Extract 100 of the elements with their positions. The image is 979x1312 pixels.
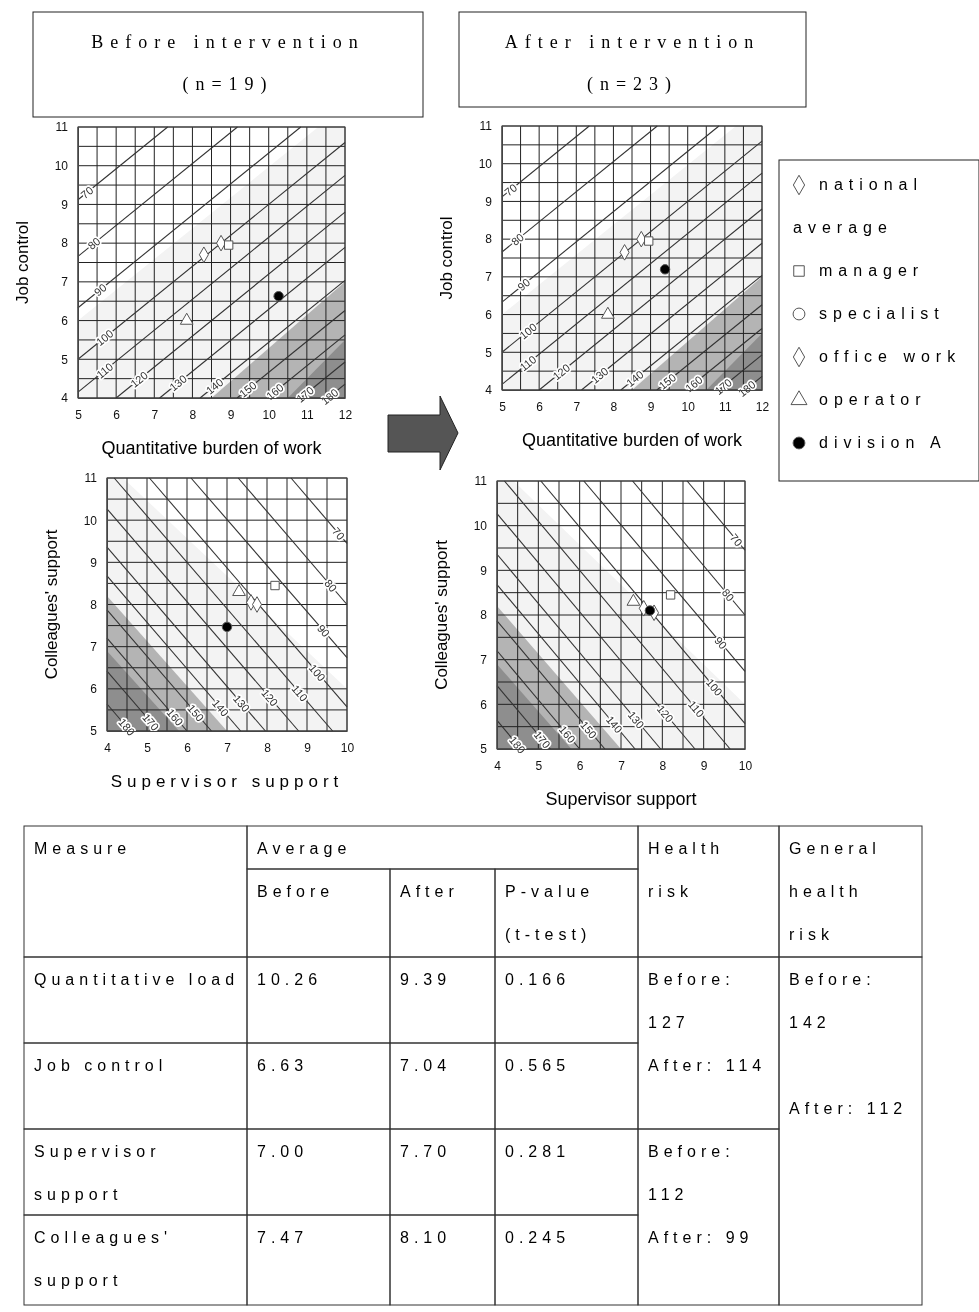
y-axis-title: Colleagues' support xyxy=(432,539,451,690)
text: 130 xyxy=(231,692,253,715)
text: 10.26 xyxy=(257,971,323,988)
x-tick-label: 9 xyxy=(304,740,312,755)
legend-label: division A xyxy=(819,434,947,451)
y-tick-label: 11 xyxy=(55,120,69,135)
x-tick-label: 11 xyxy=(719,399,732,414)
y-tick-label: 11 xyxy=(479,119,493,134)
chart-subtitle: (n=19) xyxy=(182,74,274,95)
point xyxy=(665,590,676,600)
point xyxy=(644,236,654,246)
text: 100 xyxy=(93,327,116,349)
x-tick-label: 10 xyxy=(340,740,355,755)
text: 150 xyxy=(185,701,207,724)
legend-title: Average xyxy=(257,840,352,857)
text: Before: 127 xyxy=(648,971,735,1031)
point xyxy=(659,264,671,275)
point xyxy=(601,306,615,319)
category-label: Quantitative load xyxy=(34,971,240,988)
text: After: 114 xyxy=(648,1057,767,1074)
y-tick-label: 9 xyxy=(61,197,69,212)
text: 170 xyxy=(531,728,553,751)
text: Measure xyxy=(34,840,132,857)
chart-subtitle: (n=23) xyxy=(586,74,679,95)
text: 120 xyxy=(259,686,281,709)
text: After: 99 xyxy=(648,1229,754,1246)
x-axis-title: Quantitative burden of work xyxy=(101,438,323,458)
y-tick-label: 8 xyxy=(480,608,488,623)
x-tick-label: 10 xyxy=(262,407,277,422)
text: 7.00 xyxy=(257,1143,309,1160)
x-axis-title: Supervisor support xyxy=(545,789,697,809)
text: 140 xyxy=(203,375,226,397)
text: 9.39 xyxy=(400,971,452,988)
text: 150 xyxy=(578,718,600,741)
text: General health risk xyxy=(789,840,881,943)
text: 120 xyxy=(654,702,676,725)
y-tick-label: 9 xyxy=(480,563,488,578)
y-axis-title: Job control xyxy=(13,220,32,305)
x-tick-label: 8 xyxy=(264,740,272,755)
category-label: Job control xyxy=(34,1057,168,1074)
text: 90 xyxy=(315,622,333,640)
text: 120 xyxy=(550,361,573,383)
y-tick-label: 8 xyxy=(61,236,69,251)
y-tick-label: 5 xyxy=(485,345,493,360)
text: 130 xyxy=(625,708,647,731)
text: Before xyxy=(257,883,335,900)
point xyxy=(179,312,194,325)
text: 130 xyxy=(167,372,190,394)
x-tick-label: 5 xyxy=(499,399,507,414)
text: 110 xyxy=(517,353,539,374)
y-tick-label: 10 xyxy=(478,157,493,172)
text: 7.47 xyxy=(257,1229,309,1246)
text: 110 xyxy=(686,698,707,720)
text: 140 xyxy=(210,696,232,719)
text: 110 xyxy=(289,682,311,704)
y-tick-label: 10 xyxy=(54,159,69,174)
point xyxy=(232,584,246,597)
x-tick-label: 9 xyxy=(647,399,655,414)
text: 90 xyxy=(712,634,730,652)
text: 150 xyxy=(236,378,259,400)
text: Health risk xyxy=(648,840,725,900)
x-tick-label: 8 xyxy=(189,407,197,422)
x-tick-label: 9 xyxy=(700,758,708,773)
chart-title: Before intervention xyxy=(91,32,365,52)
text: 160 xyxy=(682,373,705,395)
y-tick-label: 7 xyxy=(90,640,98,655)
x-tick-label: 8 xyxy=(659,758,667,773)
point xyxy=(223,240,234,250)
category-label: Supervisor support xyxy=(34,1143,161,1203)
text: 140 xyxy=(624,368,646,389)
text: 160 xyxy=(556,723,578,746)
text: 130 xyxy=(588,364,611,386)
y-tick-label: 10 xyxy=(473,519,488,534)
y-tick-label: 9 xyxy=(485,194,493,209)
text: 110 xyxy=(94,360,116,381)
text: Before: 112 xyxy=(648,1143,735,1203)
y-tick-label: 7 xyxy=(61,275,69,290)
y-tick-label: 6 xyxy=(90,682,98,697)
point xyxy=(273,290,284,302)
y-axis-title: Job control xyxy=(437,216,456,300)
y-tick-label: 11 xyxy=(474,474,488,489)
text: After xyxy=(400,883,459,900)
x-tick-label: 8 xyxy=(610,399,618,414)
x-tick-label: 7 xyxy=(151,407,159,422)
x-tick-label: 11 xyxy=(301,407,314,422)
legend-label: specialist xyxy=(819,305,945,322)
legend-label: manager xyxy=(819,262,925,279)
x-tick-label: 10 xyxy=(738,758,753,773)
text: After: 112 xyxy=(789,1100,908,1117)
text: 120 xyxy=(128,368,150,390)
y-tick-label: 5 xyxy=(61,352,69,367)
x-tick-label: 7 xyxy=(224,740,232,755)
text: 0.245 xyxy=(505,1229,571,1246)
text: 80 xyxy=(719,586,737,604)
text: 100 xyxy=(703,676,725,699)
text: 8.10 xyxy=(400,1229,452,1246)
text: 0.281 xyxy=(505,1143,571,1160)
x-axis-title: Supervisor support xyxy=(110,772,344,791)
text: 80 xyxy=(508,230,527,248)
x-tick-label: 7 xyxy=(618,758,626,773)
